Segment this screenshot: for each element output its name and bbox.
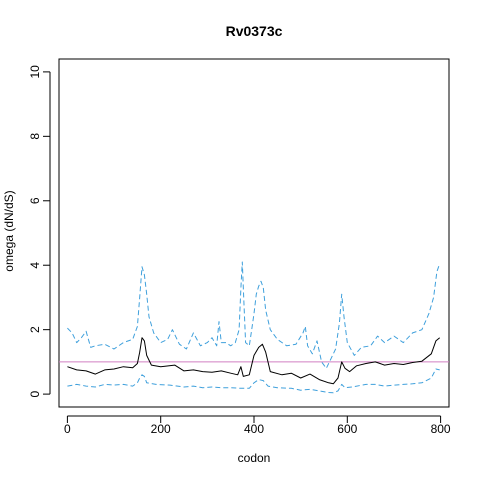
x-tick-label: 600 <box>337 422 357 436</box>
y-tick-label: 6 <box>28 197 42 204</box>
y-axis-label: omega (dN/dS) <box>2 190 16 271</box>
series-upper-line <box>67 261 441 369</box>
x-tick-label: 200 <box>151 422 171 436</box>
y-tick-label: 0 <box>28 390 42 397</box>
x-axis-label: codon <box>238 451 271 465</box>
y-tick-label: 2 <box>28 326 42 333</box>
x-tick-label: 400 <box>244 422 264 436</box>
y-tick-label: 4 <box>28 262 42 269</box>
x-tick-label: 800 <box>431 422 451 436</box>
x-tick-label: 0 <box>64 422 71 436</box>
chart-title: Rv0373c <box>226 23 283 39</box>
series-lower-line <box>67 368 440 394</box>
plot-frame <box>58 58 450 408</box>
y-tick-label: 10 <box>28 65 42 79</box>
y-tick-label: 8 <box>28 133 42 140</box>
plot-area: 0 200 400 600 800 0 2 4 6 8 10 <box>28 58 451 436</box>
series-mean-line <box>67 337 441 385</box>
